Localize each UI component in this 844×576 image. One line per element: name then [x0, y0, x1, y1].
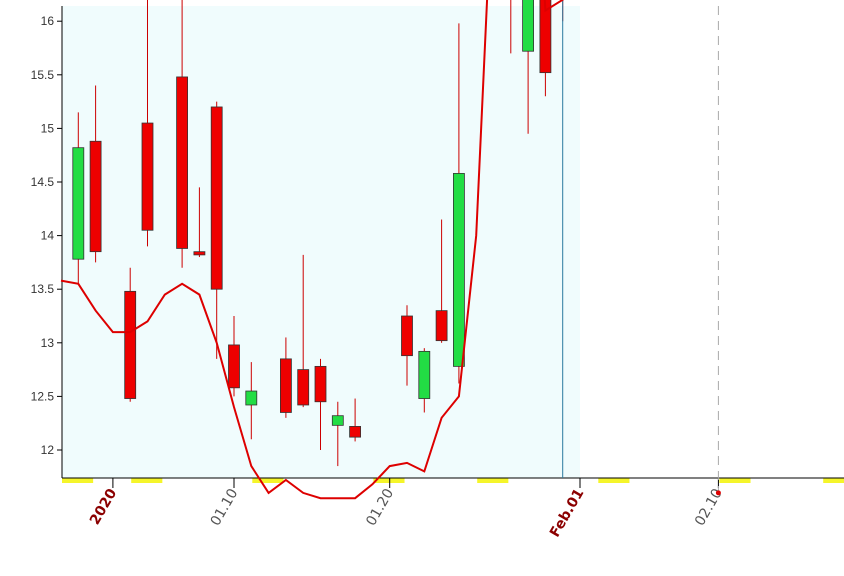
candle [245, 362, 258, 440]
y-tick-label: 14 [41, 229, 55, 243]
candle [210, 101, 223, 359]
axis-highlight-block [62, 478, 94, 483]
candle [141, 0, 154, 247]
candle-body [228, 344, 240, 389]
candle [89, 85, 102, 263]
candle-body [401, 315, 413, 357]
candle [435, 219, 448, 343]
y-tick-label: 13.5 [31, 282, 55, 296]
y-tick-label: 13 [41, 336, 55, 350]
y-axis: 1212.51313.51414.51515.51616.51717.51818… [31, 6, 63, 478]
y-tick-label: 15.5 [31, 68, 55, 82]
axis-highlight-block [477, 478, 509, 483]
candle-body [89, 140, 102, 253]
candle-body [141, 122, 154, 231]
candle-body [522, 0, 534, 52]
candle [193, 187, 206, 258]
candle-body [349, 426, 362, 438]
axis-highlight-block [373, 478, 405, 483]
candle [228, 316, 240, 397]
axis-highlight-block [719, 478, 751, 483]
candle-body [210, 106, 223, 290]
candle [314, 358, 327, 450]
candle [418, 348, 431, 413]
y-tick-label: 15 [41, 121, 55, 135]
y-tick-label: 12.5 [31, 389, 55, 403]
trend-line [60, 0, 564, 500]
candles [72, 0, 564, 467]
axis-highlight-block [131, 478, 163, 483]
candle [539, 0, 552, 97]
axis-highlight-block [823, 478, 844, 483]
candle [279, 337, 292, 418]
candle [452, 23, 465, 384]
candle [522, 0, 534, 134]
candle-body [279, 358, 292, 413]
candle [297, 254, 310, 408]
candle-body [245, 390, 258, 406]
candle [349, 398, 362, 442]
y-tick-label: 14.5 [31, 175, 55, 189]
candle-body [314, 365, 327, 403]
candle-body [72, 147, 85, 260]
candle [124, 267, 137, 402]
candle-body [124, 290, 137, 399]
chart-markers [715, 490, 721, 496]
axis-highlight-block [598, 478, 630, 483]
y-tick-label: 16 [41, 14, 55, 28]
y-tick-label: 12 [41, 443, 55, 457]
candle-body [418, 350, 431, 399]
candle-body [539, 0, 552, 74]
candle [176, 0, 189, 268]
candle-body [297, 369, 310, 406]
candle [331, 401, 344, 467]
candle-body [435, 310, 448, 342]
candle-body [193, 251, 206, 256]
candle [401, 305, 413, 386]
candle-body [452, 173, 465, 367]
candle-body [331, 415, 344, 426]
axis-highlight-block [252, 478, 284, 483]
candle [510, 0, 512, 54]
x-axis-highlights [62, 478, 844, 483]
candle-body [176, 76, 189, 249]
candle [72, 112, 85, 284]
dot-marker [715, 490, 721, 496]
